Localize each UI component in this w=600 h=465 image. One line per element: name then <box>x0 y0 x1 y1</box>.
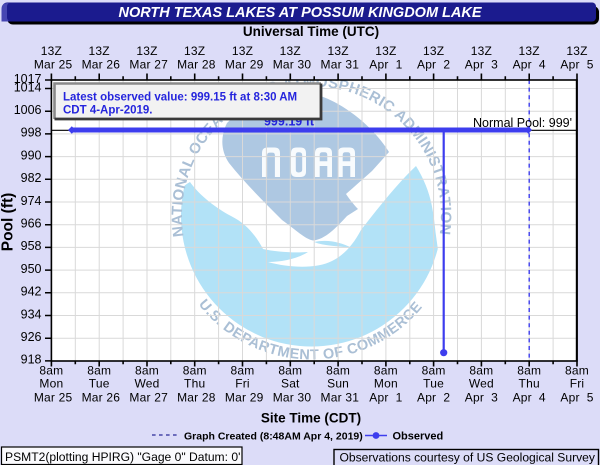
svg-text:Mar 30: Mar 30 <box>273 391 312 405</box>
svg-text:1006: 1006 <box>14 103 42 117</box>
svg-text:13Z: 13Z <box>41 44 62 58</box>
svg-text:13Z: 13Z <box>519 44 540 58</box>
svg-text:Mon: Mon <box>39 377 63 391</box>
svg-text:Wed: Wed <box>134 377 159 391</box>
svg-text:CDT 4-Apr-2019.: CDT 4-Apr-2019. <box>63 104 152 116</box>
svg-text:Apr 3: Apr 3 <box>465 391 498 405</box>
svg-text:966: 966 <box>21 217 42 231</box>
svg-text:934: 934 <box>21 307 42 321</box>
svg-text:Apr 3: Apr 3 <box>465 57 498 71</box>
svg-text:Apr 5: Apr 5 <box>560 391 593 405</box>
svg-text:8am: 8am <box>469 364 493 378</box>
svg-text:998: 998 <box>21 126 42 140</box>
svg-text:Apr 5: Apr 5 <box>560 57 593 71</box>
svg-text:Sun: Sun <box>327 377 349 391</box>
svg-text:Sat: Sat <box>281 377 300 391</box>
svg-text:13Z: 13Z <box>89 44 110 58</box>
svg-text:Universal Time (UTC): Universal Time (UTC) <box>243 24 379 39</box>
svg-text:Mar 28: Mar 28 <box>177 57 216 71</box>
svg-text:8am: 8am <box>183 364 207 378</box>
svg-text:Mar 31: Mar 31 <box>321 57 360 71</box>
svg-text:Apr 2: Apr 2 <box>417 57 450 71</box>
svg-text:990: 990 <box>21 148 42 162</box>
svg-text:PSMT2(plotting HPIRG) "Gage 0": PSMT2(plotting HPIRG) "Gage 0" Datum: 0' <box>5 450 240 464</box>
svg-text:Mar 27: Mar 27 <box>129 57 168 71</box>
svg-text:Mar 31: Mar 31 <box>321 391 360 405</box>
svg-text:Normal Pool: 999': Normal Pool: 999' <box>473 116 572 130</box>
svg-text:Latest observed value: 999.15: Latest observed value: 999.15 ft at 8:30… <box>63 92 297 104</box>
svg-text:958: 958 <box>21 239 42 253</box>
svg-text:Thu: Thu <box>184 377 205 391</box>
svg-text:982: 982 <box>21 171 42 185</box>
svg-text:974: 974 <box>21 194 42 208</box>
svg-text:13Z: 13Z <box>232 44 253 58</box>
svg-text:13Z: 13Z <box>566 44 587 58</box>
svg-text:Mar 28: Mar 28 <box>177 391 216 405</box>
svg-text:Mar 25: Mar 25 <box>34 57 73 71</box>
svg-text:Mar 29: Mar 29 <box>225 57 264 71</box>
svg-text:NORTH TEXAS LAKES AT POSSUM KI: NORTH TEXAS LAKES AT POSSUM KINGDOM LAKE <box>118 5 482 21</box>
svg-text:8am: 8am <box>231 364 255 378</box>
svg-text:13Z: 13Z <box>280 44 301 58</box>
svg-text:8am: 8am <box>422 364 446 378</box>
svg-text:Mar 30: Mar 30 <box>273 57 312 71</box>
svg-text:13Z: 13Z <box>184 44 205 58</box>
svg-text:8am: 8am <box>135 364 159 378</box>
svg-text:Graph Created (8:48AM Apr 4, 2: Graph Created (8:48AM Apr 4, 2019) <box>184 430 363 442</box>
svg-text:Observations courtesy of US Ge: Observations courtesy of US Geological S… <box>340 450 596 464</box>
svg-text:Apr 4: Apr 4 <box>513 57 546 71</box>
svg-text:8am: 8am <box>87 364 111 378</box>
svg-text:Mar 27: Mar 27 <box>129 391 168 405</box>
svg-text:Apr 1: Apr 1 <box>369 57 402 71</box>
svg-text:Mar 26: Mar 26 <box>82 391 121 405</box>
svg-text:1017: 1017 <box>14 72 42 86</box>
svg-text:Observed: Observed <box>393 430 444 442</box>
svg-text:8am: 8am <box>326 364 350 378</box>
svg-text:942: 942 <box>21 285 42 299</box>
svg-text:950: 950 <box>21 262 42 276</box>
svg-text:Tue: Tue <box>423 377 444 391</box>
svg-text:Mar 29: Mar 29 <box>225 391 264 405</box>
svg-text:Mar 26: Mar 26 <box>82 57 121 71</box>
svg-text:13Z: 13Z <box>375 44 396 58</box>
svg-text:Pool (ft): Pool (ft) <box>0 193 17 252</box>
svg-text:Site Time (CDT): Site Time (CDT) <box>261 410 361 425</box>
svg-text:Wed: Wed <box>469 377 494 391</box>
svg-text:8am: 8am <box>565 364 589 378</box>
svg-text:8am: 8am <box>278 364 302 378</box>
svg-text:918: 918 <box>21 353 42 367</box>
svg-text:Fri: Fri <box>570 377 585 391</box>
svg-text:Tue: Tue <box>89 377 110 391</box>
svg-text:13Z: 13Z <box>327 44 348 58</box>
svg-text:13Z: 13Z <box>423 44 444 58</box>
svg-text:1014: 1014 <box>14 80 42 94</box>
svg-text:8am: 8am <box>374 364 398 378</box>
svg-text:Apr 4: Apr 4 <box>513 391 546 405</box>
svg-text:8am: 8am <box>517 364 541 378</box>
svg-text:8am: 8am <box>39 364 63 378</box>
svg-text:Mon: Mon <box>374 377 398 391</box>
svg-text:13Z: 13Z <box>471 44 492 58</box>
svg-text:Fri: Fri <box>235 377 250 391</box>
svg-text:Mar 25: Mar 25 <box>34 391 73 405</box>
svg-text:Apr 2: Apr 2 <box>417 391 450 405</box>
svg-text:Thu: Thu <box>519 377 540 391</box>
svg-text:13Z: 13Z <box>136 44 157 58</box>
svg-text:926: 926 <box>21 330 42 344</box>
svg-text:Apr 1: Apr 1 <box>369 391 402 405</box>
